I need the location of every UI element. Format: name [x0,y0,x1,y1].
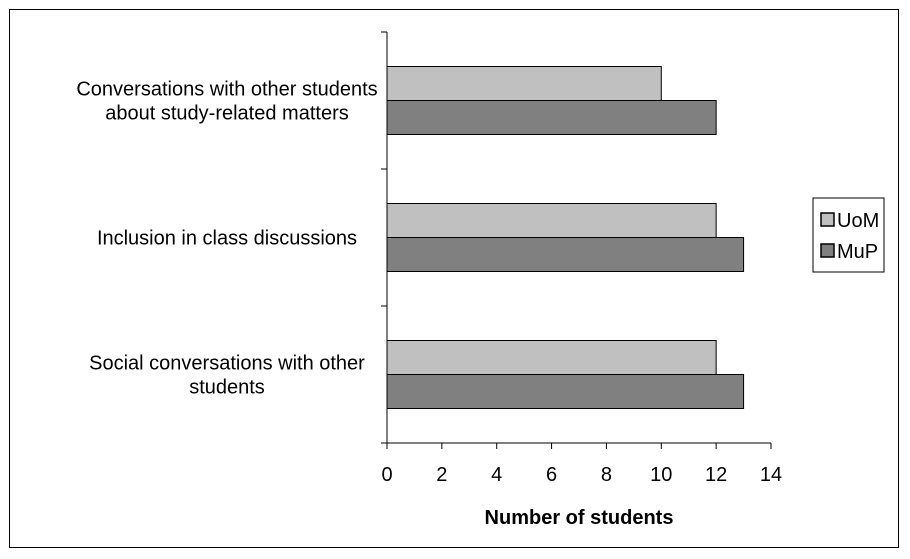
legend-box [812,197,885,273]
bar-mup-1 [386,237,745,272]
x-tick-label: 2 [436,464,447,486]
legend-label-mup: MuP [837,241,878,263]
category-label-0: about study-related matters [105,103,348,125]
bar-mup-2 [386,374,745,409]
category-label-2: Social conversations with other [89,353,365,375]
legend-swatch-mup [820,243,835,258]
category-label-1: Inclusion in class discussions [97,228,357,250]
legend: UoM MuP [812,197,885,273]
plot-area [386,66,745,409]
chart-frame: 0 2 4 6 8 10 12 14 Conversations with other stu… [9,9,899,548]
x-axis-ticks: 0 2 4 6 8 10 12 14 [381,443,782,486]
category-label-2: students [189,377,265,399]
x-tick-label: 8 [601,464,612,486]
bar-uom-2 [386,340,717,375]
x-axis-title: Number of students [485,507,674,529]
x-tick-label: 12 [705,464,727,486]
legend-label-uom: UoM [837,210,879,232]
legend-swatch-uom [820,212,835,227]
bar-chart: 0 2 4 6 8 10 12 14 Conversations with other stu… [76,31,885,529]
x-tick-label: 14 [760,464,782,486]
x-tick-label: 10 [650,464,672,486]
bar-uom-1 [386,203,717,238]
bar-mup-0 [386,100,717,135]
category-label-0: Conversations with other students [76,79,377,101]
bar-uom-0 [386,66,662,101]
y-axis-ticks [381,31,387,444]
x-tick-label: 6 [546,464,557,486]
x-tick-label: 4 [491,464,502,486]
x-tick-label: 0 [381,464,392,486]
